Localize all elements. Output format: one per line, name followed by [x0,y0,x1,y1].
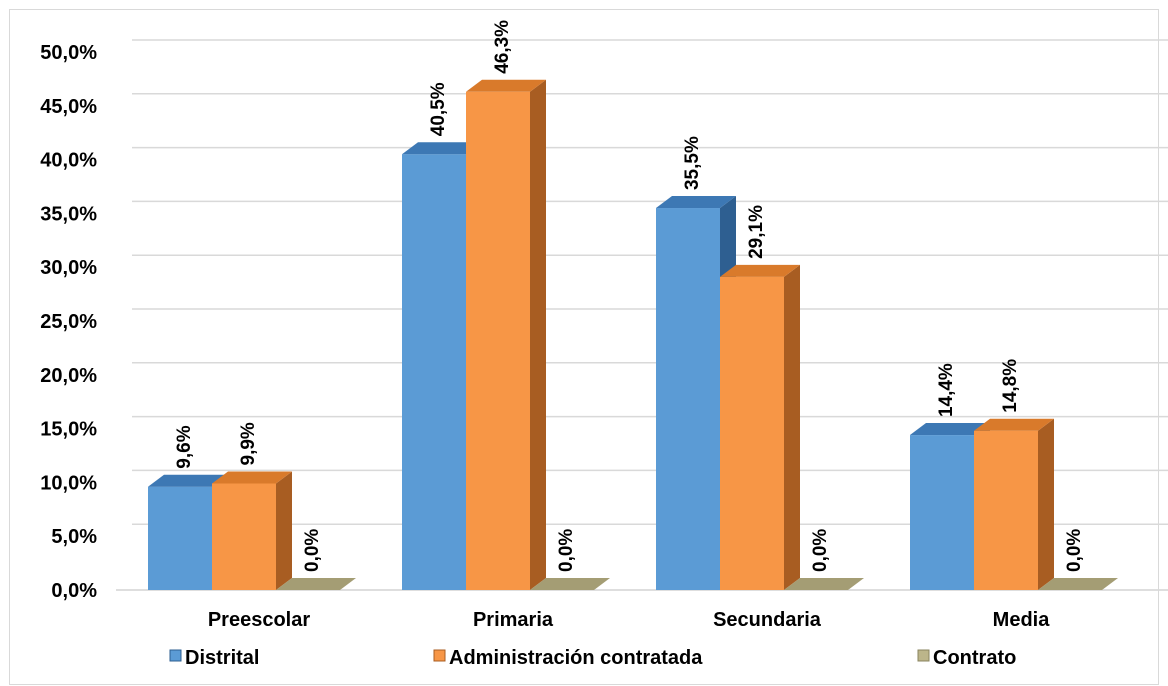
data-label: 14,8% [1000,359,1021,413]
data-label: 0,0% [556,529,577,572]
bars [148,79,1118,590]
bar-side [530,79,546,590]
data-label: 14,4% [936,363,957,417]
y-tick-label: 40,0% [40,150,97,172]
bar-side [276,471,292,590]
bar-front [974,430,1038,590]
legend-label: Distrital [185,647,259,669]
y-tick-label: 35,0% [40,203,97,225]
data-label: 9,6% [174,425,195,468]
bar-top [720,264,800,277]
bar-top [530,578,610,590]
bar-front [466,91,530,590]
x-category-label: Secundaria [713,609,822,631]
bar-top [1038,578,1118,590]
x-category-label: Media [993,609,1051,631]
y-tick-label: 25,0% [40,311,97,333]
x-category-label: Preescolar [208,609,311,631]
bar-front [212,483,276,590]
legend-swatch [169,649,182,662]
y-tick-label: 15,0% [40,419,97,441]
bar-top [212,471,292,484]
bar [530,578,610,590]
bar-top [784,578,864,590]
bar [974,418,1054,590]
y-tick-label: 0,0% [51,580,97,602]
legend-item: Distrital [169,647,259,669]
legend-label: Administración contratada [449,647,703,669]
legend-item: Contrato [917,647,1016,669]
data-label: 0,0% [810,529,831,572]
bar [1038,578,1118,590]
data-label: 9,9% [238,422,259,465]
bar [466,79,546,590]
bar [276,578,356,590]
x-category-label: Primaria [473,609,554,631]
legend: Distrital Administración contratada Contra… [169,647,1016,669]
data-label: 29,1% [746,205,767,259]
x-axis: Preescolar Primaria Secundaria Media [208,609,1050,631]
y-tick-label: 30,0% [40,257,97,279]
bar-front [656,208,720,590]
data-label: 0,0% [302,529,323,572]
bar-side [784,264,800,590]
data-labels: 9,6% 9,9% 0,0% 40,5% 46,3% 0,0% 35,5% 29,1% 0,0%… [174,20,1085,572]
bar-front [720,276,784,590]
legend-label: Contrato [933,647,1016,669]
y-tick-label: 5,0% [51,526,97,548]
bar-top [466,79,546,92]
bar-top [276,578,356,590]
y-tick-label: 10,0% [40,472,97,494]
bar-front [148,486,212,590]
bar-top [974,418,1054,431]
bar-front [910,435,974,590]
y-axis: 0,0% 5,0% 10,0% 15,0% 20,0% 25,0% 30,0% 35,0% 40… [40,42,97,602]
bar-top [402,142,482,155]
legend-item: Administración contratada [433,647,703,669]
data-label: 40,5% [428,82,449,136]
y-tick-label: 20,0% [40,365,97,387]
bar-top [148,474,228,487]
bar [784,578,864,590]
bar [720,264,800,590]
data-label: 46,3% [492,20,513,74]
y-tick-label: 45,0% [40,96,97,118]
y-tick-label: 50,0% [40,42,97,64]
bar-side [1038,418,1054,590]
data-label: 0,0% [1064,529,1085,572]
legend-swatch [433,649,446,662]
bar [212,471,292,590]
data-label: 35,5% [682,136,703,190]
bar-top [910,423,990,436]
bar-front [402,154,466,590]
legend-swatch [917,649,930,662]
bar-top [656,196,736,209]
